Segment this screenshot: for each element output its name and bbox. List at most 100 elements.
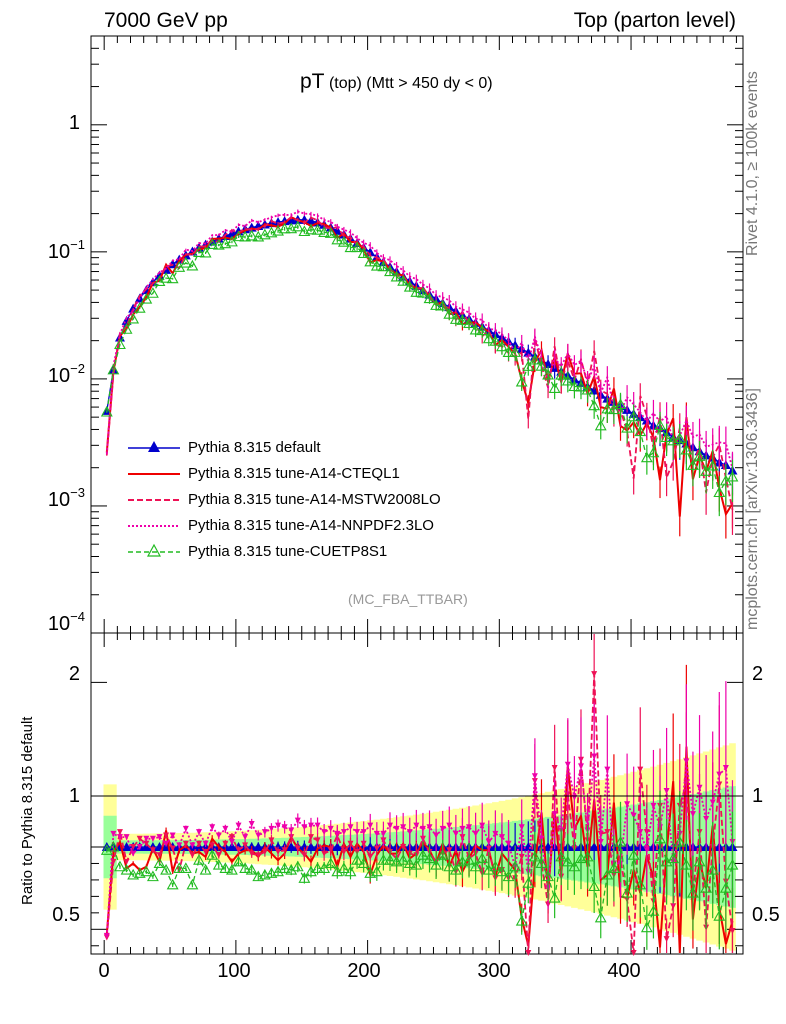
- ratio-y-tick-label-right: 1: [752, 785, 764, 807]
- data-point-main: [403, 280, 416, 292]
- data-point-ratio: [416, 849, 429, 860]
- data-point-ratio: [291, 860, 304, 872]
- data-point-ratio: [463, 854, 475, 865]
- data-point-ratio: [149, 835, 156, 842]
- x-tick-label: 400: [607, 960, 641, 982]
- data-point-main: [390, 270, 403, 282]
- axis-ticks: [91, 35, 743, 954]
- data-point-main: [601, 402, 614, 414]
- legend-swatch: [128, 525, 180, 527]
- data-point-ratio: [266, 842, 277, 851]
- data-point-main: [305, 223, 317, 235]
- data-point-main: [581, 383, 594, 395]
- data-point-main: [179, 256, 192, 268]
- data-point-ratio: [535, 857, 548, 869]
- data-point-main: [160, 272, 173, 283]
- data-point-main: [357, 247, 370, 258]
- x-tick-label: 300: [477, 960, 511, 982]
- data-point-ratio: [502, 870, 515, 882]
- data-point-main: [482, 332, 495, 344]
- data-point-ratio: [123, 858, 130, 865]
- data-point-ratio: [294, 817, 301, 824]
- data-point-ratio: [709, 799, 716, 806]
- data-point-main: [430, 299, 443, 310]
- ratio-y-tick-label-right: 0.5: [752, 904, 780, 926]
- data-point-ratio: [703, 816, 710, 823]
- data-point-main: [410, 286, 423, 297]
- data-point-ratio: [538, 835, 545, 842]
- data-point-ratio: [334, 830, 341, 837]
- data-point-ratio: [189, 852, 196, 859]
- data-point-ratio: [706, 863, 719, 875]
- data-point-main: [568, 380, 581, 392]
- data-point-ratio: [235, 822, 242, 829]
- data-point-ratio: [413, 822, 420, 829]
- data-point-ratio: [364, 867, 377, 878]
- data-point-ratio: [693, 855, 706, 867]
- data-point-ratio: [166, 878, 179, 890]
- data-point-ratio: [436, 849, 449, 860]
- data-point-ratio: [116, 834, 123, 841]
- data-point-ratio: [406, 829, 413, 836]
- data-point-ratio: [624, 801, 631, 808]
- data-point-main: [469, 323, 482, 335]
- data-point-main: [377, 260, 390, 272]
- main-y-tick-base: 10: [47, 365, 71, 387]
- series-line-ratio: [105, 756, 734, 936]
- data-point-main: [278, 222, 291, 234]
- main-y-tick-base: 10: [47, 241, 71, 263]
- data-point-ratio: [340, 829, 347, 836]
- data-point-ratio: [248, 850, 255, 857]
- data-point-ratio: [228, 834, 235, 841]
- data-point-ratio: [601, 868, 614, 880]
- data-point-main: [555, 368, 568, 380]
- data-point-ratio: [607, 862, 620, 873]
- data-point-ratio: [354, 829, 361, 836]
- plot-title-sub: (top) (Mtt > 450 dy < 0): [324, 75, 493, 92]
- data-point-main: [305, 215, 316, 225]
- data-point-main: [344, 241, 357, 253]
- data-point-ratio: [202, 840, 209, 847]
- data-point-ratio: [261, 829, 268, 836]
- data-point-ratio: [397, 854, 410, 865]
- data-point-main: [331, 233, 344, 245]
- data-point-ratio: [160, 863, 173, 875]
- data-point-ratio: [614, 835, 627, 847]
- data-point-ratio: [130, 850, 137, 857]
- data-point-ratio: [456, 855, 469, 867]
- data-point-ratio: [400, 824, 407, 831]
- data-point-main: [523, 347, 534, 357]
- data-point-ratio: [650, 802, 657, 809]
- data-point-ratio: [479, 822, 486, 829]
- data-point-ratio: [522, 877, 535, 888]
- data-point-ratio: [591, 753, 598, 760]
- data-point-main: [318, 226, 331, 237]
- data-point-ratio: [393, 825, 400, 832]
- data-point-ratio: [182, 825, 189, 832]
- header-left-label: 7000 GeV pp: [104, 9, 228, 32]
- data-point-ratio: [729, 927, 736, 934]
- data-point-ratio: [518, 824, 525, 831]
- data-point-ratio: [459, 825, 466, 832]
- data-point-main: [239, 230, 252, 242]
- data-point-main: [436, 299, 449, 311]
- data-point-main: [146, 287, 159, 298]
- data-point-ratio: [133, 867, 146, 878]
- data-point-ratio: [713, 910, 726, 921]
- data-point-ratio: [301, 852, 308, 859]
- data-point-ratio: [594, 911, 607, 923]
- main-y-tick-exp: −4: [70, 609, 85, 624]
- data-point-ratio: [403, 857, 416, 869]
- series-line-ratio: [105, 674, 734, 954]
- data-point-ratio: [202, 848, 209, 855]
- data-point-ratio: [604, 829, 611, 836]
- data-point-main: [713, 486, 726, 498]
- data-point-main: [700, 465, 713, 476]
- data-point-ratio: [577, 763, 584, 770]
- data-point-ratio: [116, 829, 123, 836]
- data-point-ratio: [215, 852, 222, 859]
- legend-label: Pythia 8.315 tune-CUETP8S1: [188, 543, 388, 560]
- data-point-ratio: [324, 857, 337, 869]
- data-point-main: [212, 238, 225, 250]
- data-point-ratio: [215, 832, 222, 839]
